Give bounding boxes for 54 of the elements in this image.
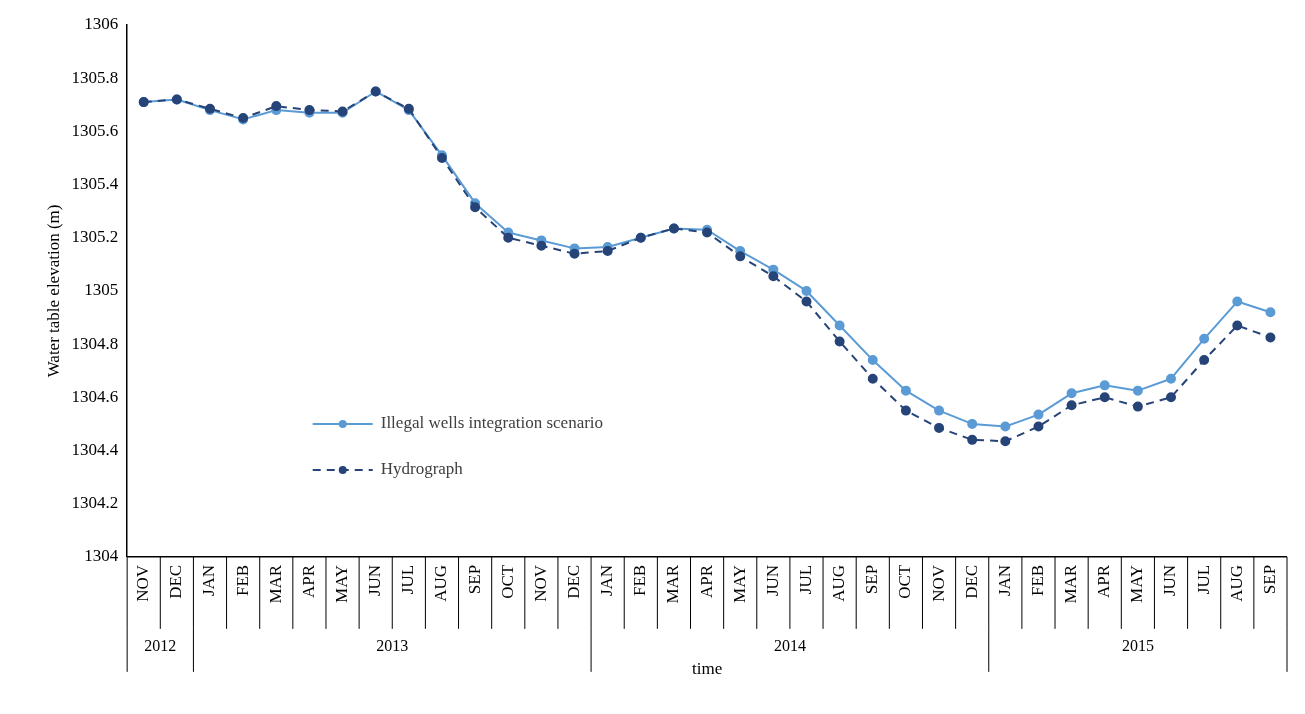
x-tick-label: MAY [1127,564,1147,603]
x-tick-label: OCT [895,564,915,599]
x-tick-label: FEB [232,564,252,597]
x-axis-title: time [691,659,723,679]
x-tick-label: APR [696,564,716,598]
x-tick-label: NOV [530,564,550,602]
x-tick-label: MAY [729,564,749,603]
text: 2015 [1121,637,1154,655]
y-tick-label: 1305.8 [71,67,119,87]
x-tick-label: AUG [431,564,451,602]
x-tick-label: JUN [762,564,782,597]
legend-label: Illegal wells integration scenario [380,413,604,433]
y-tick-label: 1304.2 [71,493,119,513]
y-tick-label: 1305.6 [71,120,119,140]
x-tick-label: AUG [829,564,849,602]
x-tick-label: DEC [166,564,186,599]
x-tick-label: FEB [630,564,650,597]
x-tick-label: JAN [597,564,617,597]
x-tick-label: MAR [663,564,683,604]
x-tick-label: OCT [497,564,517,599]
x-tick-label: DEC [961,564,981,599]
x-tick-label: MAR [1061,564,1081,604]
x-tick-label: JUL [1193,564,1213,595]
x-tick-label: MAR [265,564,285,604]
x-tick-label: SEP [862,564,882,595]
x-tick-label: MAY [332,564,352,603]
y-axis-title: Water table elevation (m) [43,204,63,378]
y-tick-label: 1304.8 [71,333,119,353]
x-tick-label: SEP [1259,564,1279,595]
x-tick-label: AUG [1226,564,1246,602]
text: 2013 [376,637,409,655]
text: 2012 [144,637,177,655]
x-tick-label: SEP [464,564,484,595]
x-tick-label: FEB [1027,564,1047,597]
x-tick-label: JUL [398,564,418,595]
y-tick-label: 1304 [84,546,119,566]
x-tick-label: NOV [133,564,153,602]
x-tick-label: APR [298,564,318,598]
text: 2014 [773,637,806,655]
x-tick-label: DEC [563,564,583,599]
y-tick-label: 1304.6 [71,386,119,406]
y-tick-label: 1305.4 [71,174,119,194]
x-tick-label: NOV [928,564,948,602]
legend-label: Hydrograph [380,459,464,479]
x-tick-label: JAN [994,564,1014,597]
y-tick-label: 1305 [84,280,119,300]
x-tick-label: JUN [1160,564,1180,597]
x-tick-label: APR [1094,564,1114,598]
x-tick-label: JUN [365,564,385,597]
x-tick-label: JAN [199,564,219,597]
y-tick-label: 1305.2 [71,227,119,247]
x-tick-label: JUL [795,564,815,595]
y-tick-label: 1304.4 [71,439,119,459]
y-tick-label: 1306 [84,14,119,34]
